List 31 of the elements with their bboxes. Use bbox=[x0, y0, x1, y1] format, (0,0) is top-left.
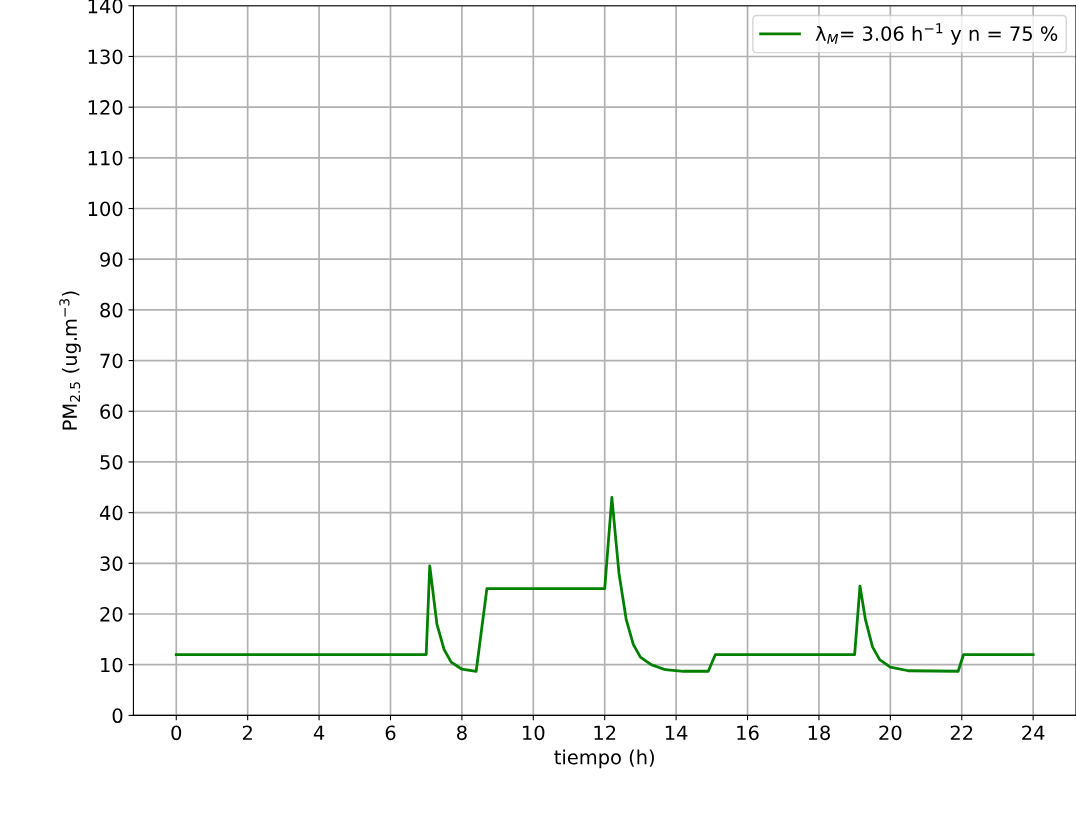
x-tick-label: 18 bbox=[808, 725, 830, 741]
y-tick-label: 60 bbox=[100, 404, 123, 419]
x-tick-label: 22 bbox=[950, 725, 973, 740]
y-tick-label: 30 bbox=[100, 556, 123, 571]
y-tick-label: 130 bbox=[88, 49, 123, 65]
y-tick-label: 110 bbox=[88, 150, 123, 166]
y-tick-label: 0 bbox=[112, 708, 123, 724]
x-tick-label: 12 bbox=[594, 725, 616, 740]
y-tick-label: 40 bbox=[99, 505, 123, 521]
y-tick-label: 10 bbox=[101, 657, 123, 673]
x-axis-title: tiempo (h) bbox=[554, 749, 654, 769]
x-tick-label: 14 bbox=[665, 725, 688, 740]
x-tick-label: 24 bbox=[1022, 725, 1045, 740]
x-tick-label: 6 bbox=[385, 725, 396, 741]
x-tick-label: 10 bbox=[523, 725, 545, 741]
y-tick-label: 100 bbox=[88, 201, 123, 217]
x-tick-label: 4 bbox=[313, 725, 325, 740]
y-tick-label: 50 bbox=[100, 454, 123, 470]
y-tick-label: 20 bbox=[100, 606, 123, 622]
x-tick-label: 0 bbox=[171, 725, 182, 741]
x-tick-label: 2 bbox=[242, 725, 252, 740]
x-tick-label: 8 bbox=[457, 725, 467, 741]
x-tick-label: 16 bbox=[737, 725, 759, 741]
y-tick-label: 80 bbox=[100, 302, 123, 318]
legend-label: λ$_{M}$= 3.06 h$^{−1}$ y n = 75 % bbox=[815, 23, 1058, 45]
y-tick-label: 90 bbox=[100, 252, 123, 267]
y-tick-label: 120 bbox=[88, 100, 123, 115]
line-series bbox=[174, 496, 1035, 673]
x-tick-label: 20 bbox=[879, 725, 902, 741]
y-tick-label: 70 bbox=[100, 353, 123, 369]
y-axis-title: PM$_{2.5}$ (ug.m$^{−3}$) bbox=[59, 291, 81, 430]
